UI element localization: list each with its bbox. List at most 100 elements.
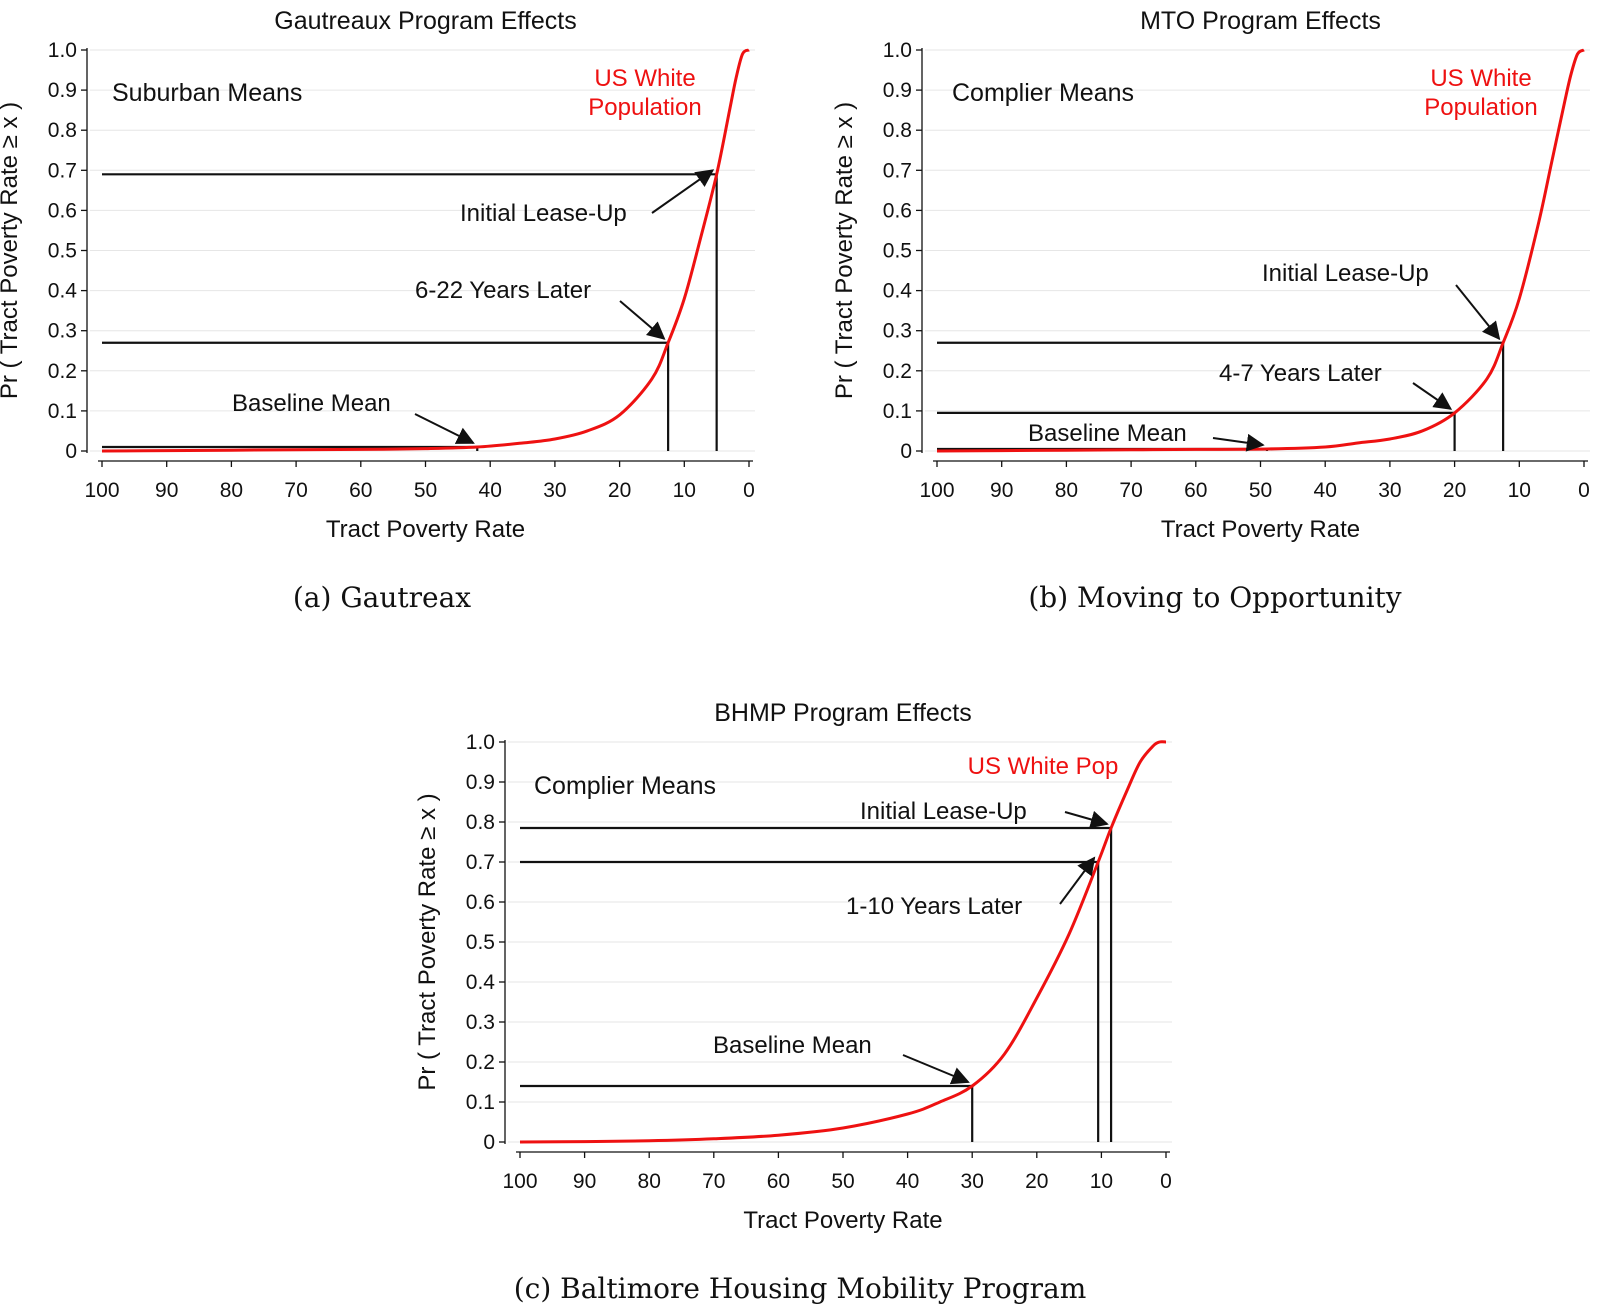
y-tick-label: 1.0 — [883, 39, 912, 62]
annotation-label: Initial Lease-Up — [860, 798, 1027, 825]
y-tick-label: 0.6 — [466, 891, 495, 914]
y-tick-label: 0.2 — [48, 360, 77, 383]
y-tick-label: 0.4 — [48, 280, 78, 303]
x-tick-label: 80 — [1055, 479, 1078, 502]
y-tick-label: 0.8 — [48, 119, 77, 142]
x-tick-label: 60 — [767, 1170, 790, 1193]
x-tick-label: 60 — [1184, 479, 1207, 502]
annotation-arrow — [1412, 382, 1453, 410]
annotation-arrow — [1064, 810, 1109, 829]
y-tick-label: 0.8 — [883, 119, 912, 142]
x-tick-label: 20 — [1025, 1170, 1048, 1193]
y-tick-label: 1.0 — [466, 731, 495, 754]
y-tick-label: 0.8 — [466, 811, 495, 834]
annotation-arrow — [1212, 433, 1265, 452]
annotation-label: 6-22 Years Later — [415, 277, 591, 304]
y-tick-label: 0.5 — [48, 240, 77, 263]
annotation-label: 1-10 Years Later — [846, 893, 1022, 920]
x-tick-label: 90 — [155, 479, 178, 502]
y-tick-label: 0.2 — [883, 360, 912, 383]
annotation-arrow — [651, 169, 715, 214]
y-tick-label: 0.3 — [883, 320, 912, 343]
x-tick-label: 70 — [1119, 479, 1142, 502]
x-tick-label: 90 — [573, 1170, 596, 1193]
annotation-arrow — [619, 300, 666, 340]
annotation-arrow — [1059, 856, 1096, 905]
y-tick-label: 0.6 — [883, 199, 912, 222]
x-tick-label: 70 — [702, 1170, 725, 1193]
annotation-label: Baseline Mean — [713, 1032, 872, 1059]
annotation-label: Initial Lease-Up — [1262, 260, 1429, 287]
x-tick-label: 70 — [284, 479, 307, 502]
x-axis-label: Tract Poverty Rate — [1161, 516, 1360, 543]
x-axis-label: Tract Poverty Rate — [743, 1207, 942, 1234]
y-tick-label: 0.4 — [466, 971, 496, 994]
x-tick-label: 0 — [1160, 1170, 1172, 1193]
x-tick-label: 10 — [1508, 479, 1531, 502]
x-tick-label: 0 — [1578, 479, 1590, 502]
x-tick-label: 30 — [543, 479, 566, 502]
y-tick-label: 0.9 — [883, 79, 912, 102]
series-line — [936, 48, 1585, 453]
y-tick-label: 0 — [483, 1131, 495, 1154]
x-tick-label: 80 — [220, 479, 243, 502]
x-tick-label: 20 — [608, 479, 631, 502]
chart-title: BHMP Program Effects — [714, 699, 972, 727]
series-line — [101, 48, 750, 453]
annotation-label: Baseline Mean — [1028, 420, 1187, 447]
reference-label: Population — [1424, 94, 1537, 121]
chart-title: Gautreaux Program Effects — [274, 7, 576, 35]
y-tick-label: 0 — [900, 440, 912, 463]
y-tick-label: 0.9 — [48, 79, 77, 102]
x-tick-label: 80 — [638, 1170, 661, 1193]
x-tick-label: 40 — [479, 479, 502, 502]
y-tick-label: 0.1 — [883, 400, 912, 423]
panel-label: Complier Means — [952, 79, 1134, 107]
y-tick-label: 0.2 — [466, 1051, 495, 1074]
y-tick-label: 1.0 — [48, 39, 77, 62]
annotation-label: Initial Lease-Up — [460, 200, 627, 227]
x-tick-label: 90 — [990, 479, 1013, 502]
reference-label: US White Pop — [968, 753, 1119, 780]
chart-title: MTO Program Effects — [1140, 7, 1381, 35]
annotation-arrow — [902, 1054, 970, 1085]
annotation-arrow — [414, 413, 475, 444]
reference-label: Population — [588, 94, 701, 121]
y-axis-label: Pr ( Tract Poverty Rate ≥ x ) — [414, 793, 441, 1090]
x-tick-label: 100 — [919, 479, 954, 502]
y-tick-label: 0.1 — [48, 400, 77, 423]
y-tick-label: 0.3 — [48, 320, 77, 343]
panel-label: Suburban Means — [112, 79, 302, 107]
reference-label: US White — [1430, 65, 1531, 92]
x-tick-label: 60 — [349, 479, 372, 502]
annotation-arrow — [1455, 284, 1501, 341]
x-tick-label: 10 — [1090, 1170, 1113, 1193]
y-tick-label: 0.5 — [883, 240, 912, 263]
x-tick-label: 40 — [1314, 479, 1337, 502]
y-tick-label: 0.7 — [466, 851, 495, 874]
x-tick-label: 30 — [961, 1170, 984, 1193]
reference-label: US White — [594, 65, 695, 92]
y-tick-label: 0.7 — [883, 159, 912, 182]
y-axis-label: Pr ( Tract Poverty Rate ≥ x ) — [0, 102, 23, 399]
x-tick-label: 10 — [673, 479, 696, 502]
x-tick-label: 30 — [1378, 479, 1401, 502]
y-tick-label: 0.3 — [466, 1011, 495, 1034]
y-tick-label: 0.9 — [466, 771, 495, 794]
y-tick-label: 0.4 — [883, 280, 913, 303]
y-tick-label: 0.5 — [466, 931, 495, 954]
annotation-label: 4-7 Years Later — [1219, 360, 1382, 387]
y-tick-label: 0.7 — [48, 159, 77, 182]
x-tick-label: 50 — [1249, 479, 1272, 502]
x-tick-label: 100 — [84, 479, 119, 502]
x-tick-label: 50 — [414, 479, 437, 502]
y-tick-label: 0.1 — [466, 1091, 495, 1114]
annotation-label: Baseline Mean — [232, 390, 391, 417]
series-line — [519, 740, 1167, 1144]
x-axis-label: Tract Poverty Rate — [326, 516, 525, 543]
y-tick-label: 0.6 — [48, 199, 77, 222]
y-axis-label: Pr ( Tract Poverty Rate ≥ x ) — [831, 102, 858, 399]
x-tick-label: 100 — [502, 1170, 537, 1193]
